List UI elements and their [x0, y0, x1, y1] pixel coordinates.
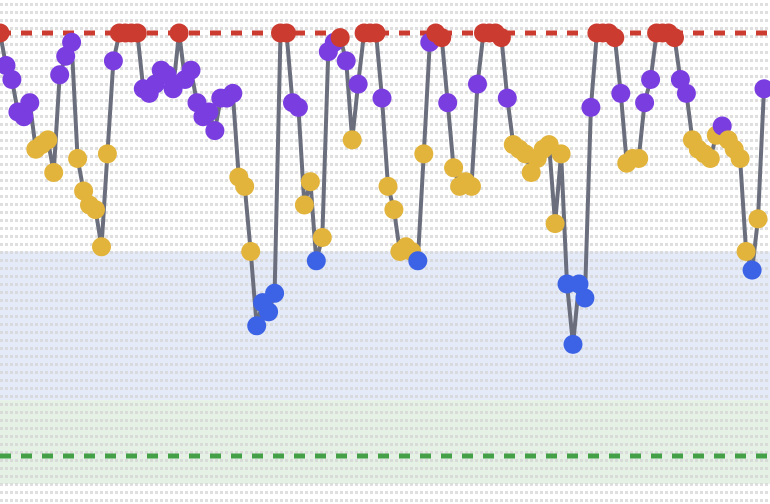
data-point — [2, 70, 22, 89]
data-point — [235, 176, 255, 196]
data-point — [414, 144, 434, 164]
data-point — [169, 23, 189, 43]
data-point — [384, 200, 404, 220]
data-point — [223, 83, 243, 103]
data-point — [97, 144, 117, 164]
data-point — [103, 51, 123, 71]
data-point — [62, 32, 82, 52]
data-point — [468, 74, 487, 94]
data-point — [575, 288, 595, 308]
data-point — [277, 23, 296, 43]
data-point — [50, 65, 70, 85]
data-point — [342, 130, 362, 150]
data-point — [44, 163, 64, 182]
data-point — [491, 28, 511, 48]
data-point — [748, 209, 768, 229]
data-point — [366, 23, 386, 43]
data-point — [700, 149, 720, 168]
data-point — [611, 83, 631, 103]
data-point — [497, 88, 517, 108]
data-point — [336, 51, 356, 71]
data-point — [665, 28, 684, 48]
data-point — [563, 334, 583, 354]
data-point — [68, 149, 88, 168]
data-point — [408, 251, 428, 271]
data-point — [348, 74, 368, 94]
data-point — [306, 251, 326, 271]
data-point — [676, 83, 696, 103]
data-point — [312, 228, 332, 247]
data-point — [259, 302, 279, 322]
data-point — [127, 23, 147, 43]
data-point — [199, 102, 219, 122]
data-point — [300, 172, 320, 192]
data-point — [462, 176, 481, 196]
data-point — [432, 28, 452, 48]
data-point — [641, 70, 661, 89]
data-point — [378, 176, 398, 196]
data-point — [438, 93, 458, 113]
data-point — [38, 130, 58, 150]
data-point — [629, 149, 649, 168]
data-point — [265, 283, 285, 303]
data-point — [86, 200, 105, 220]
data-point — [605, 28, 625, 48]
data-point — [247, 316, 267, 336]
data-point — [294, 195, 314, 215]
data-point — [545, 214, 565, 234]
data-point — [754, 79, 770, 99]
data-point — [635, 93, 655, 113]
data-point — [181, 60, 201, 80]
data-point — [551, 144, 571, 164]
data-point — [581, 97, 601, 117]
data-point — [444, 158, 464, 178]
data-point — [742, 260, 762, 280]
data-point — [330, 28, 350, 48]
data-point — [736, 242, 756, 261]
data-point — [372, 88, 392, 108]
data-point — [0, 23, 10, 43]
data-point — [205, 121, 225, 141]
data-point — [20, 93, 40, 113]
data-point — [92, 237, 111, 257]
data-point — [288, 97, 308, 117]
data-point — [730, 149, 750, 168]
data-point — [241, 242, 261, 261]
